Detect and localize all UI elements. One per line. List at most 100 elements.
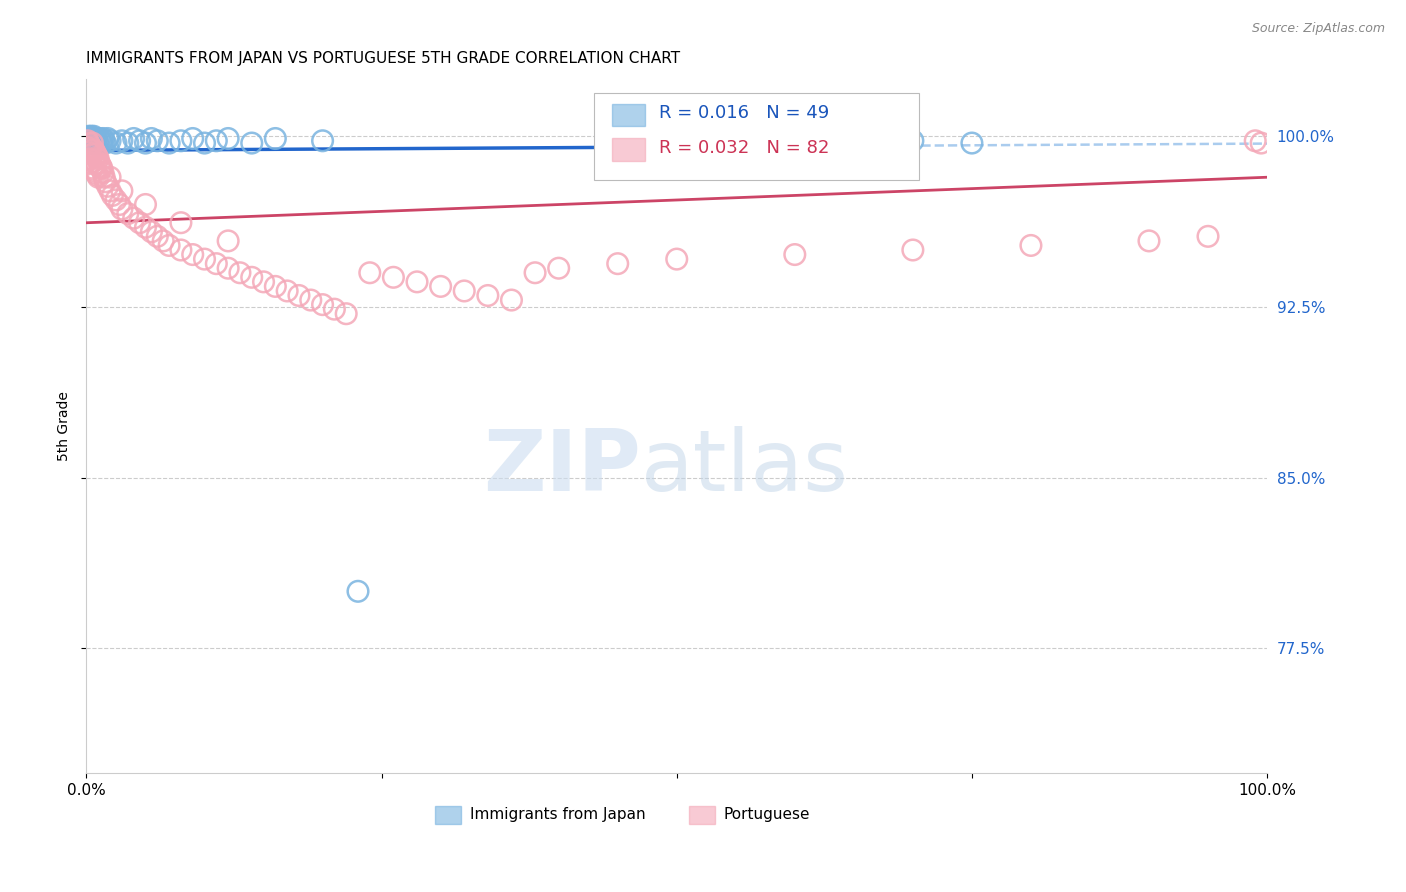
- Point: [842, 131, 865, 145]
- FancyBboxPatch shape: [434, 806, 461, 824]
- Point: [108, 197, 131, 211]
- Point: [1250, 136, 1272, 150]
- Point: [83, 145, 105, 160]
- Point: [89, 131, 111, 145]
- Text: atlas: atlas: [641, 426, 849, 509]
- Point: [264, 131, 287, 145]
- Point: [665, 134, 688, 148]
- Point: [111, 184, 134, 198]
- Point: [84, 166, 107, 180]
- Point: [104, 193, 127, 207]
- Point: [122, 211, 145, 226]
- Point: [240, 136, 263, 150]
- Point: [299, 293, 322, 307]
- Point: [97, 131, 120, 145]
- Point: [77, 145, 100, 160]
- Point: [288, 288, 311, 302]
- Point: [83, 136, 105, 150]
- Point: [76, 140, 98, 154]
- Point: [1137, 234, 1160, 248]
- Point: [276, 284, 298, 298]
- Point: [157, 136, 180, 150]
- Point: [406, 275, 429, 289]
- Point: [83, 129, 105, 144]
- Point: [134, 136, 156, 150]
- Point: [76, 131, 98, 145]
- Point: [146, 134, 169, 148]
- Point: [665, 252, 688, 266]
- Point: [606, 257, 628, 271]
- Point: [134, 220, 156, 235]
- Point: [77, 129, 100, 144]
- Y-axis label: 5th Grade: 5th Grade: [58, 392, 72, 461]
- Point: [79, 136, 101, 150]
- Text: Immigrants from Japan: Immigrants from Japan: [470, 807, 645, 822]
- Point: [98, 170, 121, 185]
- Point: [83, 134, 105, 148]
- Point: [347, 584, 370, 599]
- Point: [79, 143, 101, 157]
- Point: [1244, 134, 1267, 148]
- Point: [193, 252, 215, 266]
- Point: [181, 247, 204, 261]
- Point: [80, 129, 103, 144]
- Point: [87, 170, 110, 185]
- Point: [170, 216, 193, 230]
- Point: [83, 131, 105, 145]
- Point: [79, 131, 101, 145]
- Point: [94, 175, 117, 189]
- Point: [82, 161, 104, 175]
- Point: [82, 131, 104, 145]
- Point: [84, 147, 107, 161]
- Point: [724, 136, 747, 150]
- Point: [111, 134, 134, 148]
- Point: [501, 293, 523, 307]
- Point: [82, 136, 104, 150]
- Point: [141, 131, 163, 145]
- Point: [83, 143, 105, 157]
- Point: [77, 134, 100, 148]
- Point: [101, 188, 124, 202]
- Text: Portuguese: Portuguese: [724, 807, 810, 822]
- Point: [134, 197, 156, 211]
- Point: [89, 156, 111, 170]
- Point: [170, 134, 193, 148]
- Point: [359, 266, 381, 280]
- Point: [1019, 238, 1042, 252]
- Point: [86, 134, 108, 148]
- Point: [90, 159, 112, 173]
- Point: [205, 257, 228, 271]
- Point: [453, 284, 475, 298]
- Point: [82, 136, 104, 150]
- Point: [80, 140, 103, 154]
- Point: [90, 136, 112, 150]
- Point: [146, 229, 169, 244]
- FancyBboxPatch shape: [612, 138, 645, 161]
- Point: [141, 225, 163, 239]
- Point: [323, 302, 346, 317]
- Text: R = 0.032   N = 82: R = 0.032 N = 82: [659, 139, 830, 157]
- Point: [122, 131, 145, 145]
- Point: [90, 161, 112, 175]
- Point: [252, 275, 274, 289]
- Point: [93, 170, 115, 185]
- Point: [90, 161, 112, 175]
- Point: [429, 279, 451, 293]
- Point: [91, 131, 114, 145]
- Point: [524, 266, 547, 280]
- Point: [82, 147, 104, 161]
- Point: [335, 307, 357, 321]
- Point: [547, 261, 569, 276]
- Point: [98, 184, 121, 198]
- Point: [170, 243, 193, 257]
- Point: [960, 136, 983, 150]
- Point: [90, 134, 112, 148]
- Point: [76, 134, 98, 148]
- Text: Source: ZipAtlas.com: Source: ZipAtlas.com: [1251, 22, 1385, 36]
- FancyBboxPatch shape: [595, 94, 918, 180]
- Point: [86, 150, 108, 164]
- Point: [1197, 229, 1219, 244]
- Point: [111, 202, 134, 216]
- Point: [606, 131, 628, 145]
- FancyBboxPatch shape: [689, 806, 714, 824]
